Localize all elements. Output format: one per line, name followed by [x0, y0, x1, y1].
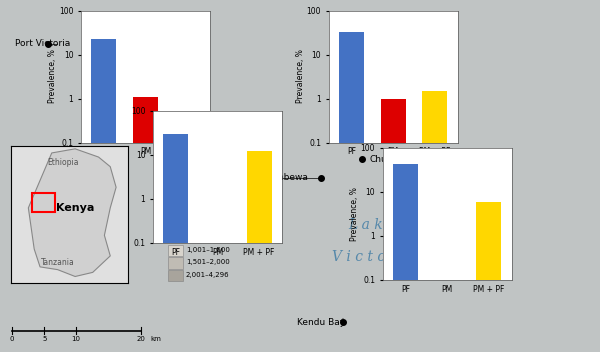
Text: Kisumu: Kisumu	[456, 183, 492, 193]
Bar	[168, 257, 183, 269]
Text: Tanzania: Tanzania	[41, 258, 74, 267]
Polygon shape	[28, 149, 116, 277]
Text: Kenya: Kenya	[56, 203, 94, 213]
Bar	[168, 245, 183, 256]
Bar	[32, 193, 55, 212]
Text: Study site: Study site	[186, 215, 224, 225]
Bar	[168, 270, 183, 281]
Text: Major city: Major city	[186, 201, 224, 210]
Y-axis label: Prevalence, %: Prevalence, %	[296, 50, 305, 103]
Text: Ethiopia: Ethiopia	[48, 158, 79, 167]
Bar	[393, 164, 418, 352]
Text: 5: 5	[42, 337, 47, 342]
Bar	[339, 32, 364, 352]
Text: Kendu Bay: Kendu Bay	[297, 318, 345, 327]
Bar	[163, 134, 188, 352]
Text: 1,001–1,500: 1,001–1,500	[186, 247, 230, 253]
Bar	[381, 99, 406, 352]
Text: 1,501–2,000: 1,501–2,000	[186, 259, 230, 265]
Bar	[91, 39, 116, 352]
Bar	[476, 202, 502, 352]
Text: Elevation, m: Elevation, m	[168, 231, 216, 240]
Y-axis label: Prevalence, %: Prevalence, %	[121, 150, 130, 204]
Bar	[247, 151, 272, 352]
Y-axis label: Prevalence, %: Prevalence, %	[350, 187, 359, 241]
Text: 0: 0	[10, 337, 14, 342]
Text: V i c t o r i a: V i c t o r i a	[332, 250, 418, 264]
Text: 2,001–4,296: 2,001–4,296	[186, 271, 230, 278]
Text: Kombewa: Kombewa	[264, 173, 308, 182]
Text: 20: 20	[137, 337, 145, 342]
Text: Chulaimbo: Chulaimbo	[369, 155, 418, 164]
Text: 10: 10	[72, 337, 80, 342]
Text: L a k e: L a k e	[349, 218, 395, 232]
Bar	[133, 97, 158, 352]
Text: km: km	[150, 337, 161, 342]
Y-axis label: Prevalence, %: Prevalence, %	[49, 50, 58, 103]
Text: Port Victoria: Port Victoria	[15, 39, 70, 49]
Bar	[422, 91, 448, 352]
Bar	[175, 112, 200, 352]
